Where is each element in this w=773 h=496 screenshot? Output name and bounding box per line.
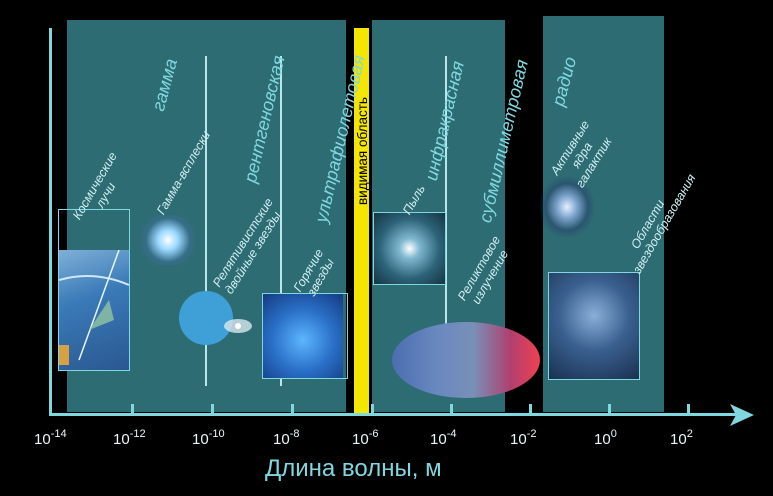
cosmic-rays-frame bbox=[58, 209, 130, 371]
tick-label: 10-10 bbox=[192, 428, 225, 448]
cosmic-rays-image bbox=[58, 249, 130, 370]
visible-band bbox=[354, 28, 369, 416]
axis-title: Длина волны, м bbox=[265, 455, 442, 482]
relic-radiation-map bbox=[392, 322, 540, 398]
agn-galaxy-image bbox=[540, 177, 594, 237]
dust-galaxy-image bbox=[374, 213, 445, 284]
vertical-axis bbox=[49, 28, 52, 416]
tick-label: 10-12 bbox=[113, 428, 146, 448]
separator-gamma-xray bbox=[205, 56, 207, 386]
tick-mark bbox=[450, 404, 453, 416]
separator-xray-uv bbox=[280, 56, 282, 386]
star-forming-frame bbox=[548, 272, 640, 380]
hot-stars-image bbox=[263, 294, 343, 378]
tick-label: 10-6 bbox=[352, 428, 379, 448]
star-forming-image bbox=[549, 273, 639, 379]
horizontal-axis bbox=[49, 413, 739, 416]
tick-mark bbox=[291, 404, 294, 416]
relativistic-binary-image bbox=[178, 288, 256, 350]
earth-cosmic-ray-icon bbox=[58, 249, 130, 365]
hot-stars-frame bbox=[262, 293, 348, 379]
tick-mark bbox=[529, 404, 532, 416]
tick-label: 10-2 bbox=[510, 428, 537, 448]
tick-mark bbox=[687, 404, 690, 416]
axis-arrow-icon bbox=[730, 404, 754, 426]
tick-mark bbox=[371, 404, 374, 416]
tick-mark bbox=[131, 404, 134, 416]
dust-frame bbox=[373, 212, 446, 285]
tick-label: 10-14 bbox=[34, 428, 67, 448]
tick-label: 10-4 bbox=[430, 428, 457, 448]
tick-label: 10-8 bbox=[273, 428, 300, 448]
tick-label: 102 bbox=[670, 428, 693, 448]
tick-mark bbox=[211, 404, 214, 416]
gamma-burst-glow bbox=[137, 215, 199, 265]
tick-mark bbox=[608, 404, 611, 416]
tick-label: 100 bbox=[594, 428, 617, 448]
visible-band-label: видимая область bbox=[355, 97, 370, 205]
